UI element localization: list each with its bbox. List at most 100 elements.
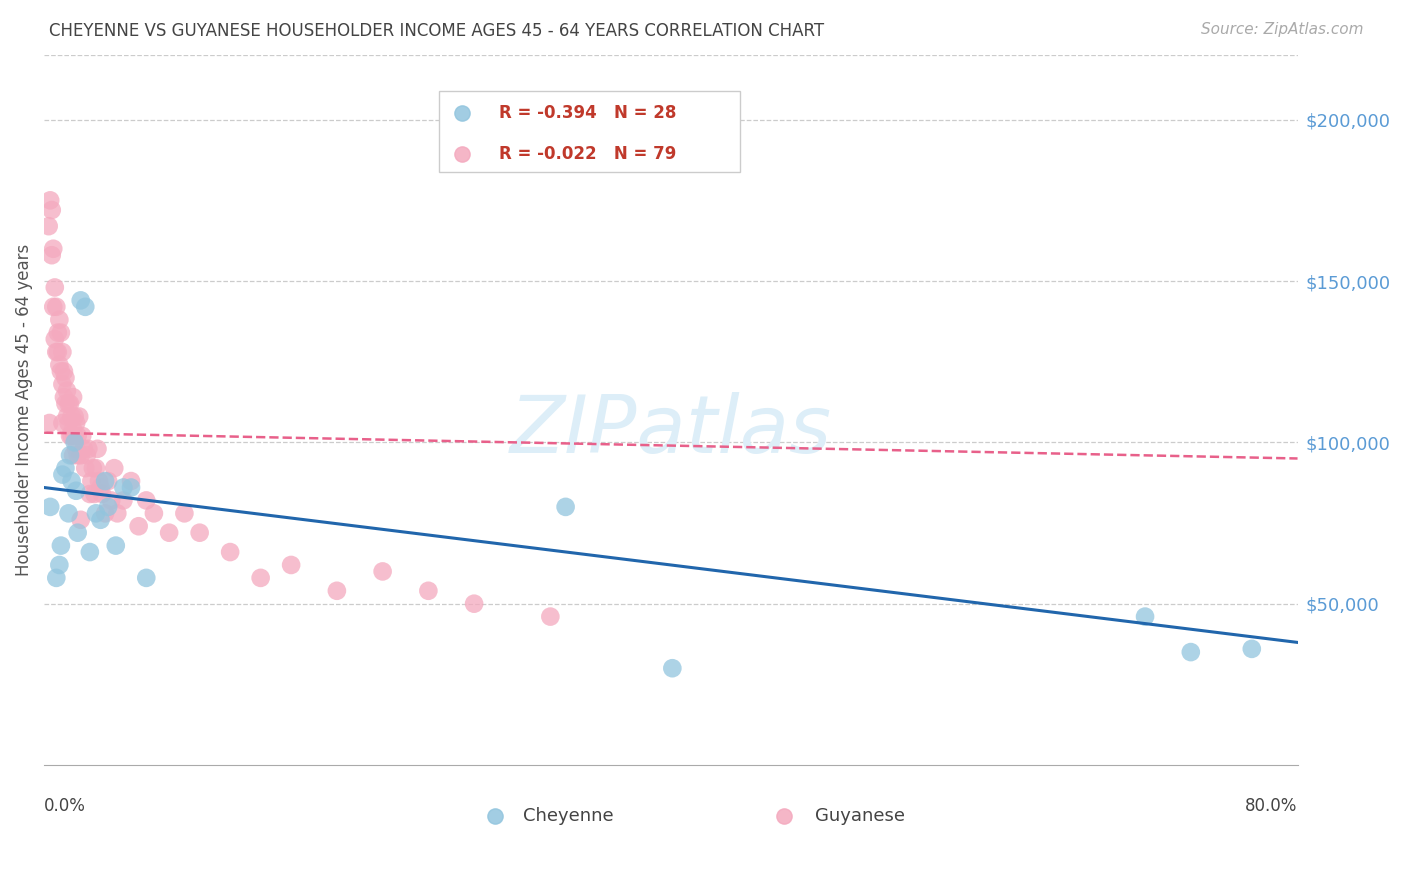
Text: Source: ZipAtlas.com: Source: ZipAtlas.com <box>1201 22 1364 37</box>
Point <box>49 364 72 378</box>
Point <box>69 293 91 308</box>
Text: 0.0%: 0.0% <box>44 797 86 815</box>
Point <box>65 442 87 456</box>
Point <box>60 429 83 443</box>
Point <box>73 442 96 456</box>
Point <box>86 442 108 456</box>
Point <box>79 487 101 501</box>
Point <box>76 448 98 462</box>
Point <box>60 474 83 488</box>
Point <box>554 500 576 514</box>
Point <box>70 429 93 443</box>
Point <box>44 332 66 346</box>
Point <box>65 416 87 430</box>
Point <box>538 609 561 624</box>
Point <box>128 519 150 533</box>
Point <box>65 483 87 498</box>
Text: Guyanese: Guyanese <box>815 807 905 825</box>
Point <box>75 300 97 314</box>
Point <box>135 571 157 585</box>
Text: R = -0.394   N = 28: R = -0.394 N = 28 <box>499 104 676 122</box>
Point <box>62 422 84 436</box>
Point <box>66 525 89 540</box>
Point <box>661 661 683 675</box>
Point <box>42 300 65 314</box>
Point <box>112 493 135 508</box>
Point <box>41 248 63 262</box>
Text: Cheyenne: Cheyenne <box>523 807 613 825</box>
Point <box>60 409 83 424</box>
Point <box>90 481 112 495</box>
Point <box>1133 609 1156 624</box>
Point <box>69 448 91 462</box>
Point <box>280 558 302 572</box>
Point <box>48 358 70 372</box>
Point <box>135 493 157 508</box>
Point <box>79 545 101 559</box>
Point <box>56 409 79 424</box>
Point <box>94 506 117 520</box>
Point <box>48 312 70 326</box>
Point <box>157 525 180 540</box>
Point <box>62 390 84 404</box>
Point <box>59 397 82 411</box>
Point <box>94 474 117 488</box>
Point <box>58 416 80 430</box>
Point <box>55 371 77 385</box>
Point <box>51 377 73 392</box>
Point <box>45 571 67 585</box>
Point <box>91 487 114 501</box>
Bar <box>439 91 740 172</box>
Text: 80.0%: 80.0% <box>1246 797 1298 815</box>
Point <box>49 539 72 553</box>
Text: CHEYENNE VS GUYANESE HOUSEHOLDER INCOME AGES 45 - 64 YEARS CORRELATION CHART: CHEYENNE VS GUYANESE HOUSEHOLDER INCOME … <box>49 22 824 40</box>
Point <box>80 474 103 488</box>
Point <box>42 242 65 256</box>
Point <box>173 506 195 520</box>
Point <box>39 500 62 514</box>
Point <box>55 397 77 411</box>
Point <box>63 429 86 443</box>
Point <box>48 558 70 572</box>
Point <box>87 474 110 488</box>
Point <box>1240 641 1263 656</box>
Y-axis label: Householder Income Ages 45 - 64 years: Householder Income Ages 45 - 64 years <box>15 244 32 576</box>
Point <box>49 326 72 340</box>
Point <box>83 487 105 501</box>
Point <box>326 583 349 598</box>
Point <box>45 300 67 314</box>
Point <box>67 409 90 424</box>
Point <box>100 493 122 508</box>
Point <box>38 416 60 430</box>
Point <box>371 565 394 579</box>
Point <box>58 506 80 520</box>
Point <box>58 397 80 411</box>
Point <box>56 384 79 398</box>
Point <box>41 202 63 217</box>
Point <box>51 345 73 359</box>
Point <box>75 461 97 475</box>
Point <box>66 448 89 462</box>
Point <box>63 409 86 424</box>
Point <box>418 583 440 598</box>
Point <box>45 345 67 359</box>
Point <box>188 525 211 540</box>
Point <box>63 435 86 450</box>
Point <box>46 345 69 359</box>
Point <box>69 513 91 527</box>
Point <box>1180 645 1202 659</box>
Point <box>66 429 89 443</box>
Point <box>249 571 271 585</box>
Point <box>51 416 73 430</box>
Point <box>104 539 127 553</box>
Point <box>120 474 142 488</box>
Point <box>38 219 60 234</box>
Point <box>51 467 73 482</box>
Point <box>82 461 104 475</box>
Point <box>103 461 125 475</box>
Point <box>90 513 112 527</box>
Point <box>59 448 82 462</box>
Point <box>84 461 107 475</box>
Point <box>52 364 75 378</box>
Point <box>97 474 120 488</box>
